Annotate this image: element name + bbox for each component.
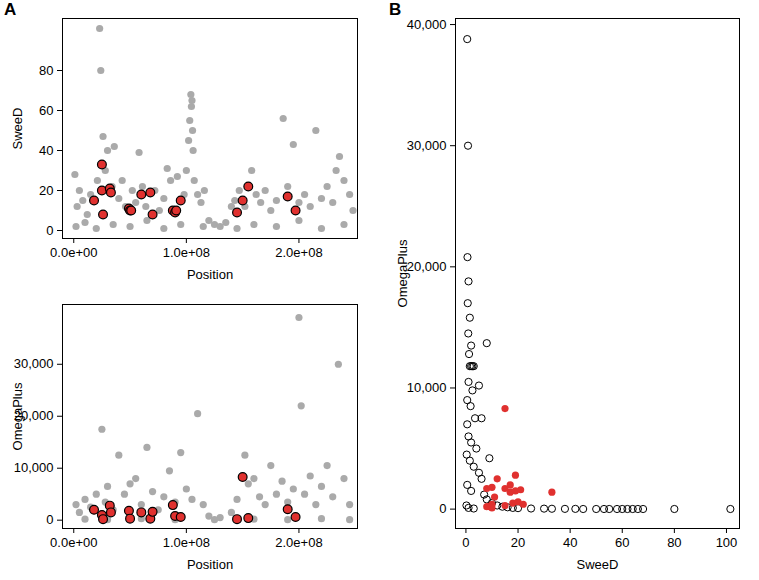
svg-text:20: 20 xyxy=(511,535,525,550)
svg-text:100: 100 xyxy=(716,535,738,550)
svg-text:40,000: 40,000 xyxy=(407,17,447,32)
svg-text:20,000: 20,000 xyxy=(13,408,54,424)
svg-text:OmegaPlus: OmegaPlus xyxy=(395,239,410,307)
svg-text:0: 0 xyxy=(46,223,53,238)
svg-text:Position: Position xyxy=(187,557,233,572)
svg-text:0: 0 xyxy=(46,512,53,527)
svg-text:2.0e+08: 2.0e+08 xyxy=(275,245,322,260)
svg-text:Position: Position xyxy=(187,267,233,282)
svg-text:1.0e+08: 1.0e+08 xyxy=(163,535,210,550)
svg-text:0.0e+00: 0.0e+00 xyxy=(50,535,97,550)
svg-text:SweeD: SweeD xyxy=(10,108,25,150)
svg-text:20,000: 20,000 xyxy=(407,259,447,274)
svg-text:2.0e+08: 2.0e+08 xyxy=(275,535,322,550)
svg-text:20: 20 xyxy=(39,183,53,198)
svg-text:60: 60 xyxy=(39,103,53,118)
svg-text:SweeD: SweeD xyxy=(577,557,619,572)
svg-text:30,000: 30,000 xyxy=(14,356,54,371)
svg-text:0: 0 xyxy=(462,535,469,550)
html-text:A: A xyxy=(4,0,17,19)
svg-text:30,000: 30,000 xyxy=(407,138,447,153)
html-text:B: B xyxy=(389,0,402,19)
svg-text:80: 80 xyxy=(667,535,681,550)
svg-text:60: 60 xyxy=(615,535,629,550)
svg-text:10,000: 10,000 xyxy=(14,460,54,475)
svg-text:40: 40 xyxy=(563,535,577,550)
svg-text:0: 0 xyxy=(439,501,446,516)
svg-text:80: 80 xyxy=(39,63,53,78)
svg-text:10,000: 10,000 xyxy=(407,380,447,395)
svg-text:0.0e+00: 0.0e+00 xyxy=(50,245,97,260)
svg-text:40: 40 xyxy=(39,143,53,158)
svg-text:OmegaPlus: OmegaPlus xyxy=(10,382,25,450)
svg-text:1.0e+08: 1.0e+08 xyxy=(163,245,210,260)
